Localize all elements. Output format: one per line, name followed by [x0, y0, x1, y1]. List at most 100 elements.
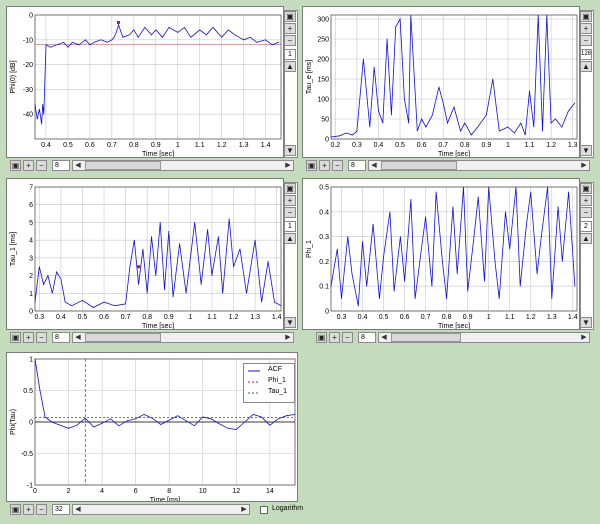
phi0-zoom-value[interactable]: 8: [52, 160, 70, 171]
print-icon[interactable]: ▣: [306, 160, 317, 171]
data-point: [47, 275, 49, 276]
zoom-out-icon[interactable]: −: [332, 160, 343, 171]
scroll-left-icon[interactable]: ◀: [75, 162, 81, 169]
data-point: [199, 29, 201, 31]
zoom-in-icon[interactable]: +: [329, 332, 340, 343]
data-point: [56, 44, 58, 46]
data-point: [235, 429, 237, 430]
scroll-down-icon[interactable]: ▼: [580, 145, 592, 156]
zoom-out-icon[interactable]: −: [36, 332, 47, 343]
print-icon[interactable]: ▣: [10, 332, 21, 343]
x-tick-label: 1.3: [239, 142, 249, 149]
acf-horizontal-scrollbar[interactable]: ◀ ▶: [72, 504, 250, 515]
print-icon[interactable]: ▣: [284, 183, 296, 194]
tau-1-horizontal-scrollbar[interactable]: ◀ ▶: [72, 332, 294, 343]
zoom-in-icon[interactable]: +: [23, 504, 34, 515]
scroll-right-icon[interactable]: ▶: [285, 334, 291, 341]
tau-e-horizontal-scrollbar[interactable]: ◀ ▶: [368, 160, 590, 171]
data-point: [514, 132, 515, 134]
legend-entry-acf: ACF: [268, 366, 282, 373]
tau-e-zoom-value[interactable]: 8: [348, 160, 366, 171]
data-point: [561, 126, 563, 128]
data-point: [414, 298, 416, 299]
tau-1-side-value[interactable]: 1: [284, 221, 296, 232]
scroll-right-icon[interactable]: ▶: [581, 334, 587, 341]
print-icon[interactable]: ▣: [316, 332, 327, 343]
scroll-right-icon[interactable]: ▶: [581, 162, 587, 169]
print-icon[interactable]: ▣: [284, 11, 296, 22]
y-tick-label: 4: [29, 238, 33, 245]
zoom-out-icon[interactable]: −: [36, 160, 47, 171]
scroll-thumb[interactable]: [381, 161, 457, 170]
print-icon[interactable]: ▣: [10, 504, 21, 515]
x-tick-label: 1.3: [250, 314, 260, 321]
y-tick-label: 100: [317, 97, 329, 104]
x-tick-label: 6: [134, 488, 138, 495]
data-point: [133, 239, 135, 241]
x-axis-label: Time [ms]: [150, 497, 181, 501]
scroll-left-icon[interactable]: ◀: [371, 162, 377, 169]
scroll-down-icon[interactable]: ▼: [580, 317, 592, 328]
data-point: [442, 102, 444, 104]
x-tick-label: 1: [188, 314, 192, 321]
scroll-up-icon[interactable]: ▲: [580, 61, 592, 72]
y-tick-label: 0.4: [319, 209, 329, 216]
zoom-in-icon[interactable]: +: [23, 160, 34, 171]
scroll-down-icon[interactable]: ▼: [284, 145, 296, 156]
zoom-out-icon[interactable]: −: [342, 332, 353, 343]
x-tick-label: 0.2: [330, 142, 340, 149]
scroll-up-icon[interactable]: ▲: [284, 233, 296, 244]
zoom-out-icon[interactable]: −: [36, 504, 47, 515]
scroll-thumb[interactable]: [85, 161, 161, 170]
data-point: [464, 122, 466, 124]
data-point: [446, 298, 448, 299]
print-icon[interactable]: ▣: [580, 11, 592, 22]
scroll-left-icon[interactable]: ◀: [381, 334, 387, 341]
zoom-in-icon[interactable]: +: [284, 195, 296, 206]
x-tick-label: 1.3: [547, 314, 557, 321]
zoom-out-icon[interactable]: −: [580, 207, 592, 218]
print-icon[interactable]: ▣: [580, 183, 592, 194]
x-axis-label: Time [sec]: [438, 151, 470, 157]
zoom-out-icon[interactable]: −: [580, 35, 592, 46]
phi0-side-value[interactable]: 1: [284, 49, 296, 60]
tau-1-zoom-value[interactable]: 8: [52, 332, 70, 343]
scroll-right-icon[interactable]: ▶: [241, 506, 247, 513]
scroll-thumb[interactable]: [391, 333, 461, 342]
scroll-up-icon[interactable]: ▲: [284, 61, 296, 72]
print-icon[interactable]: ▣: [10, 160, 21, 171]
phi-1-horizontal-scrollbar[interactable]: ◀ ▶: [378, 332, 590, 343]
zoom-out-icon[interactable]: −: [284, 35, 296, 46]
data-point: [267, 261, 269, 262]
tau-e-side-value[interactable]: 128: [580, 49, 592, 60]
phi-1-side-value[interactable]: 2: [580, 221, 592, 232]
scroll-right-icon[interactable]: ▶: [285, 162, 291, 169]
zoom-in-icon[interactable]: +: [580, 195, 592, 206]
logarithm-checkbox[interactable]: [260, 506, 268, 514]
data-point: [185, 420, 187, 422]
acf-zoom-value[interactable]: 32: [52, 504, 70, 515]
data-point: [389, 211, 391, 213]
scroll-thumb[interactable]: [85, 333, 161, 342]
phi0-horizontal-scrollbar[interactable]: ◀ ▶: [72, 160, 294, 171]
zoom-in-icon[interactable]: +: [319, 160, 330, 171]
plot-frame: [34, 14, 282, 140]
data-point: [137, 36, 139, 38]
data-point: [477, 126, 479, 128]
zoom-in-icon[interactable]: +: [580, 23, 592, 34]
phi-1-zoom-value[interactable]: 8: [358, 332, 376, 343]
scroll-down-icon[interactable]: ▼: [284, 317, 296, 328]
data-point: [254, 239, 256, 241]
phi0-side-toolbar: ▣ + − 1 ▲ ▼: [284, 10, 298, 158]
x-tick-label: 0.6: [417, 142, 427, 149]
scroll-up-icon[interactable]: ▲: [580, 233, 592, 244]
zoom-in-icon[interactable]: +: [23, 332, 34, 343]
scroll-left-icon[interactable]: ◀: [75, 334, 81, 341]
data-point: [330, 285, 332, 287]
scroll-left-icon[interactable]: ◀: [75, 506, 81, 513]
zoom-in-icon[interactable]: +: [284, 23, 296, 34]
x-tick-label: 1.1: [207, 314, 217, 321]
zoom-out-icon[interactable]: −: [284, 207, 296, 218]
data-point: [425, 216, 427, 218]
x-tick-label: 1: [506, 142, 510, 149]
